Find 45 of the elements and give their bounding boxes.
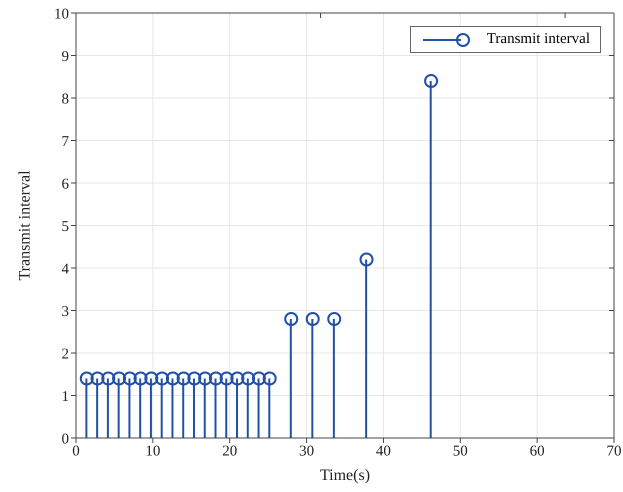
point xyxy=(112,372,126,386)
point xyxy=(166,372,180,386)
y-tick-label: 9 xyxy=(62,48,69,65)
point xyxy=(252,372,266,386)
point xyxy=(122,372,137,386)
x-tick-label: 40 xyxy=(376,444,391,460)
y-tick-label: 5 xyxy=(62,218,69,235)
point xyxy=(262,372,277,386)
point xyxy=(284,312,298,326)
x-tick-label: 30 xyxy=(299,444,314,460)
x-tick-label: 60 xyxy=(530,444,545,460)
x-tick-label: 50 xyxy=(452,444,468,460)
point xyxy=(220,372,234,386)
legend-label: Transmit interval xyxy=(486,31,590,48)
point xyxy=(176,372,191,386)
point xyxy=(187,372,202,386)
x-tick-label: 20 xyxy=(222,444,238,460)
x-tick-label: 70 xyxy=(606,444,622,460)
y-tick-label: 3 xyxy=(62,304,69,320)
y-tick-label: 10 xyxy=(54,6,69,22)
point xyxy=(327,312,342,326)
point xyxy=(306,312,320,326)
point xyxy=(360,252,374,266)
y-axis-title: Transmit interval xyxy=(16,170,34,281)
y-tick-label: 1 xyxy=(62,388,69,405)
y-tick-label: 4 xyxy=(62,261,70,278)
point xyxy=(208,372,223,386)
x-axis-title: Time(s) xyxy=(320,467,370,484)
point xyxy=(90,372,105,386)
x-tick-label: 0 xyxy=(72,444,80,460)
point xyxy=(198,372,212,386)
y-tick-label: 0 xyxy=(62,431,69,448)
point xyxy=(241,372,256,386)
y-tick-label: 6 xyxy=(62,176,70,192)
x-tick-label: 10 xyxy=(145,444,160,460)
point xyxy=(155,372,170,386)
point xyxy=(144,372,158,386)
y-tick-label: 8 xyxy=(62,91,69,108)
y-tick-label: 7 xyxy=(62,134,70,150)
point xyxy=(134,372,148,386)
point xyxy=(80,372,94,386)
point xyxy=(101,372,116,386)
y-tick-label: 2 xyxy=(62,346,69,362)
point xyxy=(424,74,438,88)
point xyxy=(230,372,244,386)
